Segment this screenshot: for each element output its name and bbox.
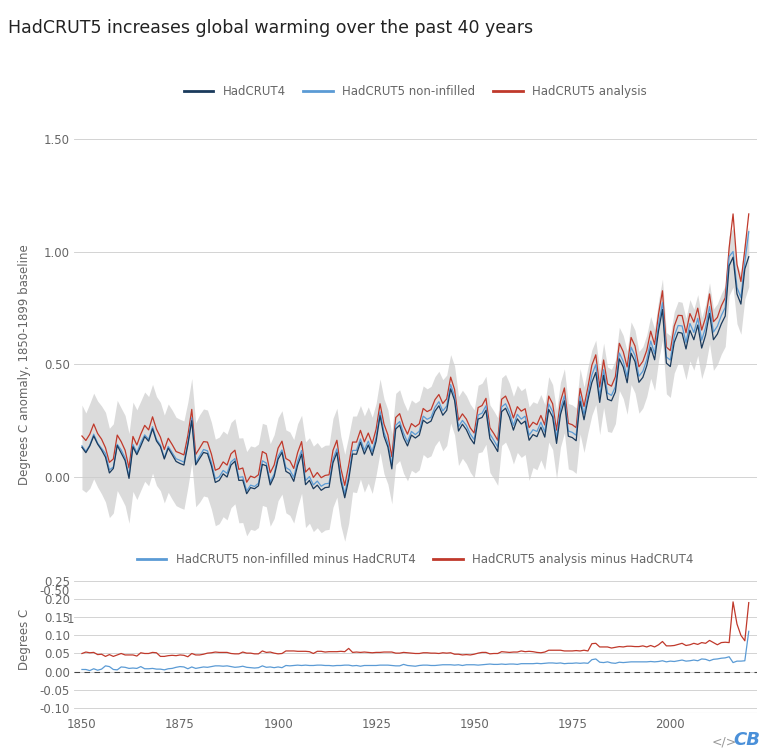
Text: </>: </> [712,736,737,749]
Y-axis label: Degrees C: Degrees C [18,609,31,670]
Legend: HadCRUT4, HadCRUT5 non-infilled, HadCRUT5 analysis: HadCRUT4, HadCRUT5 non-infilled, HadCRUT… [179,81,652,103]
Text: HadCRUT5 increases global warming over the past 40 years: HadCRUT5 increases global warming over t… [8,19,533,37]
Y-axis label: Degrees C anomaly, 1850-1899 baseline: Degrees C anomaly, 1850-1899 baseline [19,244,31,485]
Legend: HadCRUT5 non-infilled minus HadCRUT4, HadCRUT5 analysis minus HadCRUT4: HadCRUT5 non-infilled minus HadCRUT4, Ha… [133,549,698,571]
Text: CB: CB [733,731,760,749]
